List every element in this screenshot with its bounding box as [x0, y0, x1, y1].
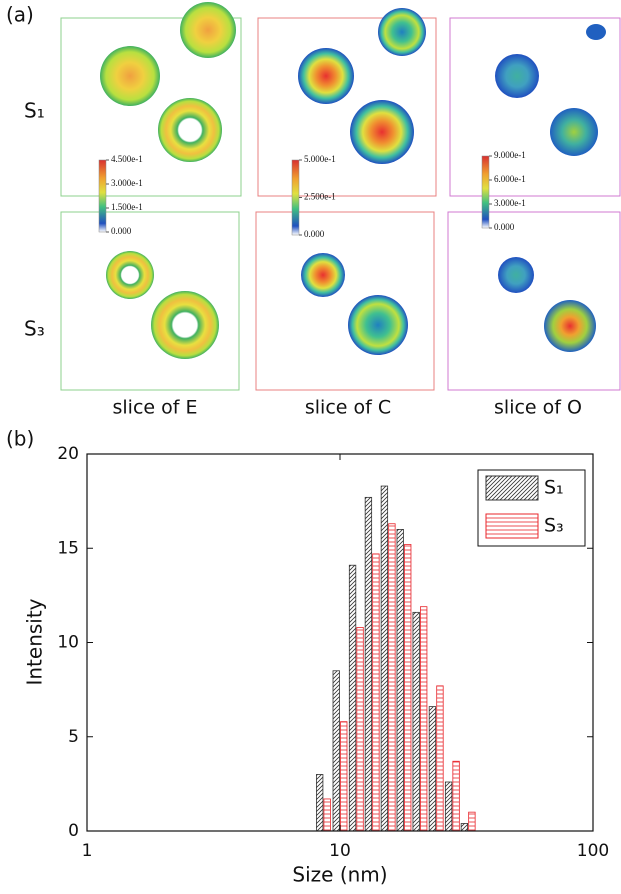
bar	[436, 685, 444, 832]
x-tick-label: 1	[82, 841, 93, 861]
bar	[460, 823, 469, 832]
legend-swatch	[485, 513, 539, 539]
legend-label: S₁	[544, 477, 564, 499]
panel-label: (a)	[6, 3, 34, 27]
bar	[412, 611, 420, 832]
slice-frame	[60, 17, 242, 197]
bar	[404, 544, 412, 832]
legend-swatch	[485, 475, 539, 501]
colorbar-label: 2.500e-1	[304, 192, 336, 202]
bar	[316, 774, 324, 832]
bar	[420, 606, 428, 832]
bar	[356, 627, 364, 832]
domain	[378, 8, 426, 56]
bar	[396, 529, 404, 832]
panel-a: (a) S₁ S₃ slice of E slice of C slice of	[6, 2, 621, 419]
colorbar	[291, 159, 300, 236]
domain	[151, 291, 219, 359]
colorbar-label: 3.000e-1	[494, 198, 526, 208]
x-axis-label: Size (nm)	[292, 863, 387, 887]
bar	[388, 523, 396, 832]
y-tick-label: 15	[57, 538, 79, 558]
bar	[332, 670, 340, 832]
domain	[301, 253, 345, 297]
colorbar-label: 4.500e-1	[111, 154, 143, 164]
bar	[323, 798, 331, 832]
row-label: S₃	[24, 317, 45, 341]
panel-label: (b)	[6, 427, 34, 451]
column-label: slice of O	[494, 397, 582, 419]
bar	[468, 811, 476, 832]
y-tick-label: 0	[68, 821, 79, 841]
y-tick-label: 20	[57, 444, 79, 464]
colorbar-label: 1.500e-1	[111, 202, 143, 212]
bar	[364, 496, 373, 832]
bar	[380, 485, 389, 832]
column-label: slice of C	[305, 397, 391, 419]
colorbar	[98, 159, 107, 233]
colorbar-label: 9.000e-1	[494, 150, 526, 160]
slice-frame	[60, 211, 240, 391]
domain	[298, 48, 354, 104]
colorbar-label: 0.000	[494, 222, 515, 232]
colorbar-label: 0.000	[304, 229, 325, 239]
x-tick-label: 100	[577, 841, 609, 861]
bar	[340, 721, 348, 832]
colorbar	[481, 155, 490, 229]
legend-label: S₃	[544, 515, 564, 537]
domain	[158, 98, 222, 162]
domain	[180, 2, 236, 58]
colorbar-label: 3.000e-1	[111, 178, 143, 188]
y-axis-label: Intensity	[23, 598, 47, 685]
domain	[350, 100, 414, 164]
bar	[348, 564, 357, 832]
bar	[372, 553, 380, 832]
colorbar-label: 6.000e-1	[494, 174, 526, 184]
column-label: slice of E	[113, 397, 198, 419]
slice-frame	[449, 17, 621, 197]
colorbar-label: 0.000	[111, 226, 132, 236]
domain	[100, 46, 160, 106]
panel-b: (b) Size (nm) Intensity 0 5 10 15 20 1 10 100 S₁…	[6, 427, 609, 887]
colorbar-label: 5.000e-1	[304, 154, 336, 164]
y-tick-label: 10	[57, 633, 79, 653]
domain	[498, 257, 534, 293]
domain	[550, 108, 598, 156]
bar	[444, 781, 453, 832]
slice-frame	[255, 211, 435, 391]
row-label: S₁	[24, 99, 45, 123]
domain	[106, 251, 154, 299]
bar	[452, 760, 460, 832]
slice-frame	[257, 17, 437, 197]
domain	[495, 54, 539, 98]
y-tick-label: 5	[68, 727, 79, 747]
domain	[544, 300, 596, 352]
domain	[348, 295, 408, 355]
domain	[586, 24, 606, 40]
x-tick-label: 10	[329, 841, 351, 861]
bar	[428, 706, 437, 832]
slice-frame	[447, 211, 621, 391]
